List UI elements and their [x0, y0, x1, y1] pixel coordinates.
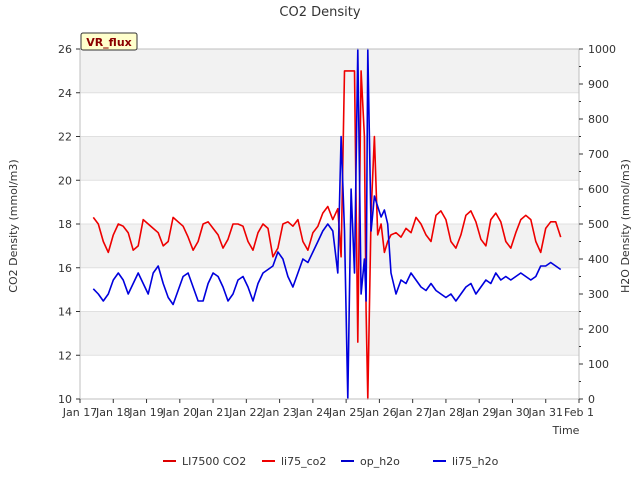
- x-tick-label: Jan 30: [494, 406, 529, 419]
- y-tick-label-left: 24: [58, 87, 72, 100]
- y-tick-label-left: 12: [58, 349, 72, 362]
- y-tick-label-left: 10: [58, 393, 72, 406]
- y-tick-label-left: 18: [58, 218, 72, 231]
- y-tick-label-right: 400: [588, 253, 609, 266]
- legend-label: op_h2o: [360, 455, 400, 468]
- y-tick-label-right: 300: [588, 288, 609, 301]
- legend-item: op_h2o: [341, 455, 400, 468]
- x-tick-label: Jan 23: [261, 406, 296, 419]
- y-tick-label-right: 500: [588, 218, 609, 231]
- grid-band: [80, 136, 579, 181]
- legend-item: li75_co2: [262, 455, 326, 468]
- y-axis-label-right: H2O Density (mmol/m3): [619, 159, 632, 293]
- y-tick-label-left: 22: [58, 131, 72, 144]
- x-tick-label: Feb 1: [564, 406, 594, 419]
- y-axis-label-left: CO2 Density (mmol/m3): [7, 159, 20, 292]
- y-tick-label-right: 700: [588, 148, 609, 161]
- y-tick-label-right: 600: [588, 183, 609, 196]
- badge-label: VR_flux: [86, 36, 132, 49]
- legend-label: li75_co2: [281, 455, 326, 468]
- y-tick-label-right: 0: [588, 393, 595, 406]
- x-tick-label: Jan 27: [394, 406, 429, 419]
- legend-label: li75_h2o: [452, 455, 499, 468]
- badge-box: [80, 32, 138, 51]
- chart-title: CO2 Density: [279, 5, 360, 20]
- y-tick-label-right: 800: [588, 113, 609, 126]
- y-tick-label-left: 20: [58, 174, 72, 187]
- legend-label: LI7500 CO2: [182, 455, 246, 468]
- x-tick-label: Jan 19: [128, 406, 163, 419]
- grid-band: [80, 311, 579, 356]
- vr-flux-badge: VR_flux: [80, 32, 138, 51]
- x-tick-label: Jan 17: [62, 406, 97, 419]
- y-tick-label-left: 26: [58, 43, 72, 56]
- y-tick-label-left: 14: [58, 306, 72, 319]
- legend-item: li75_h2o: [433, 455, 499, 468]
- x-tick-label: Jan 18: [95, 406, 130, 419]
- x-tick-label: Jan 24: [295, 406, 330, 419]
- series-line-li75-co2: [92, 70, 562, 400]
- grid-band: [80, 49, 579, 93]
- x-tick-label: Jan 28: [428, 406, 463, 419]
- series-line-li75-h2o: [92, 48, 562, 400]
- y-tick-label-right: 100: [588, 358, 609, 371]
- x-tick-label: Jan 22: [228, 406, 263, 419]
- x-tick-label: Jan 29: [461, 406, 496, 419]
- x-axis-label: Time: [552, 424, 580, 437]
- y-tick-label-right: 200: [588, 323, 609, 336]
- x-tick-label: Jan 21: [195, 406, 230, 419]
- legend-item: LI7500 CO2: [163, 455, 246, 468]
- legend: LI7500 CO2 li75_co2 op_h2o li75_h2o: [163, 455, 499, 468]
- y-tick-label-right: 1000: [588, 43, 616, 56]
- x-tick-label: Jan 31: [528, 406, 563, 419]
- y-tick-label-right: 900: [588, 78, 609, 91]
- x-tick-label: Jan 25: [328, 406, 363, 419]
- x-tick-label: Jan 20: [162, 406, 197, 419]
- x-tick-label: Jan 26: [361, 406, 396, 419]
- y-tick-label-left: 16: [58, 262, 72, 275]
